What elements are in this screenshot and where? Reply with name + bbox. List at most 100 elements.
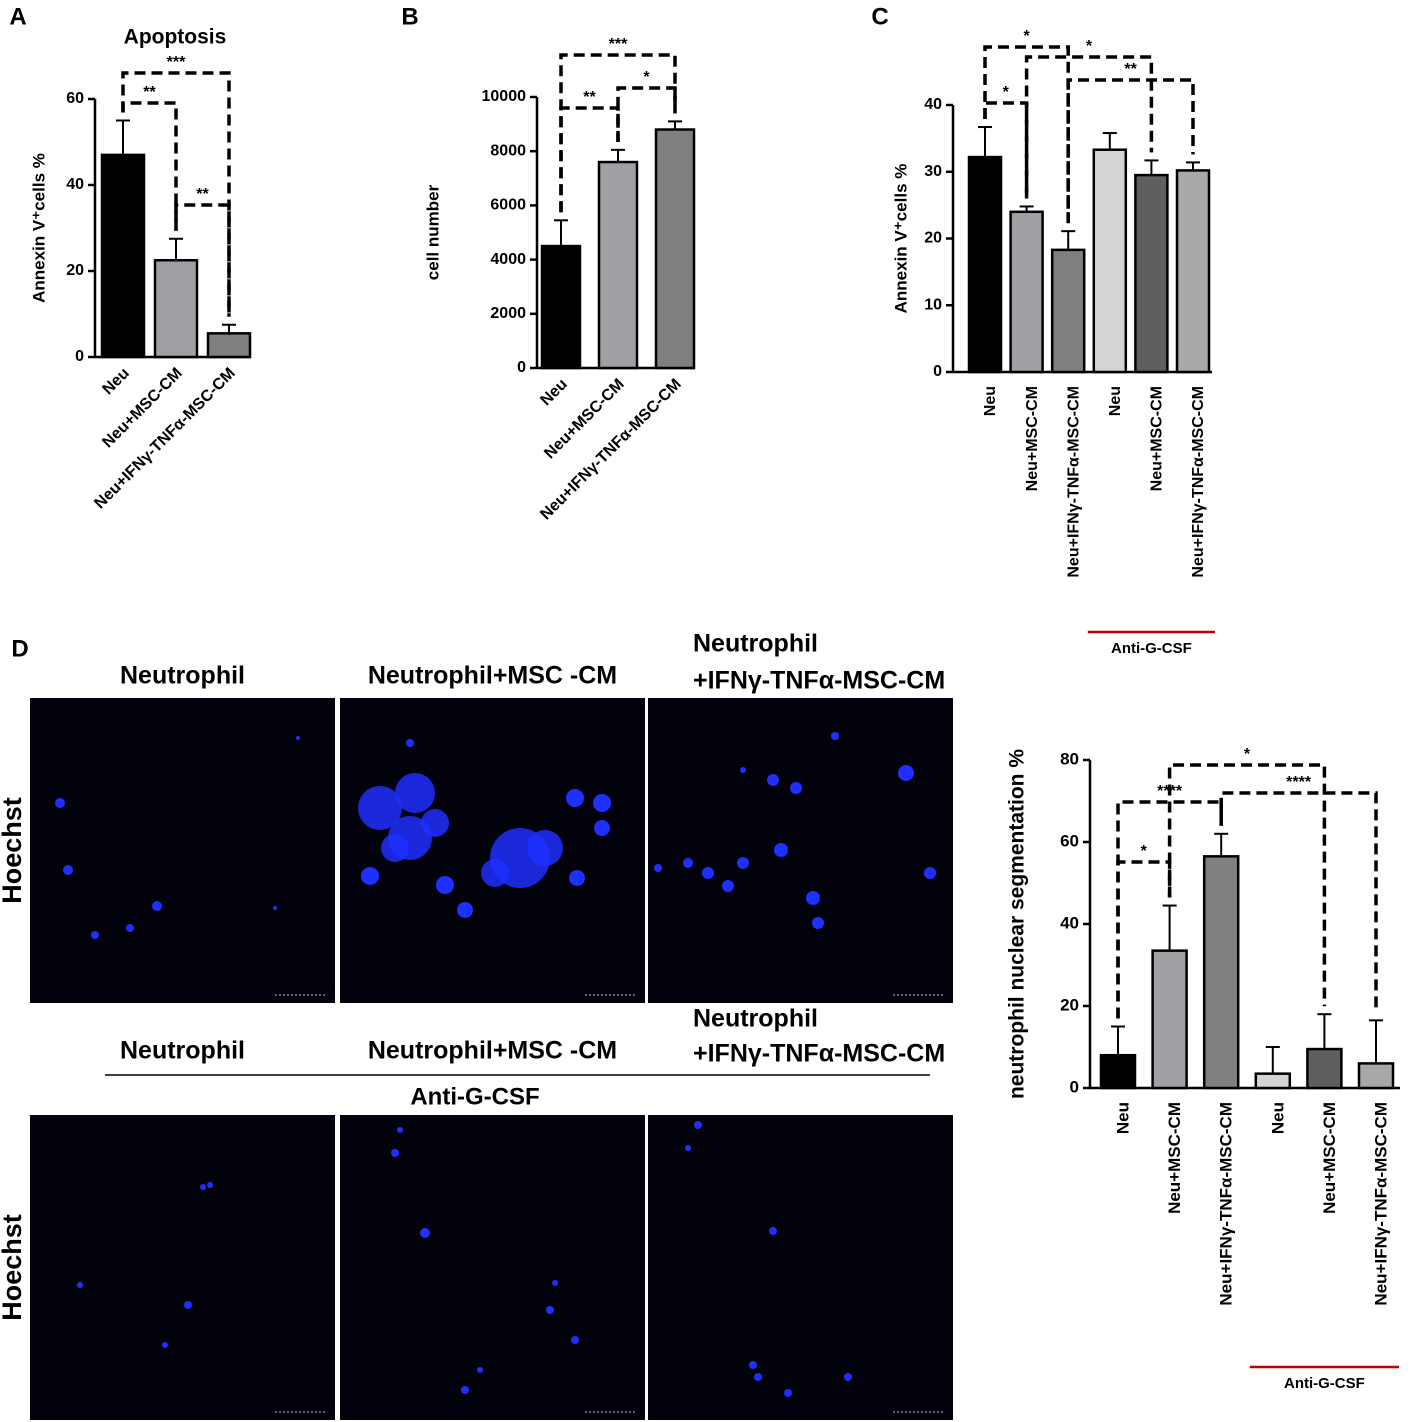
nucleus [361, 867, 379, 885]
scale-bar-label: 0 [272, 981, 277, 991]
nucleus [381, 834, 409, 862]
scale-bar-label: µm [603, 1398, 616, 1408]
bar [1202, 855, 1240, 1090]
x-tick-label: Neu [99, 365, 132, 398]
x-tick-label: Neu [1107, 386, 1124, 416]
nucleus [694, 1121, 702, 1129]
significance-bracket [174, 203, 231, 317]
x-tick-label: Neu [982, 386, 999, 416]
x-tick-label: Neu+IFNγ-TNFα-MSC-CM [1065, 386, 1082, 578]
y-axis-label: Annexin V⁺cells % [29, 153, 48, 303]
nucleus [702, 867, 714, 879]
bar [1306, 1047, 1343, 1090]
nucleus [683, 858, 693, 868]
x-tick-label: Neu+MSC-CM [1149, 386, 1166, 491]
bar [100, 153, 146, 359]
y-tick-label: 40 [66, 176, 84, 193]
nucleus [296, 736, 300, 740]
chart-title: Apoptosis [124, 26, 227, 49]
x-tick-label: Neu+IFNγ-TNFα-MSC-CM [1217, 1102, 1236, 1306]
bar [1009, 210, 1044, 374]
scale-bar-label: 0 [582, 981, 587, 991]
nucleus [790, 782, 802, 794]
significance-bracket [1219, 791, 1378, 1013]
y-axis-label: cell number [423, 184, 442, 280]
scale-bar-label: µm [293, 1398, 306, 1408]
bar [206, 332, 252, 359]
y-tick-label: 2000 [490, 305, 526, 322]
nucleus [754, 1373, 762, 1381]
column-title: +IFNγ-TNFα-MSC-CM [693, 1040, 945, 1068]
bar [153, 259, 199, 359]
nucleus [831, 732, 839, 740]
scale-bar-label: µm [293, 981, 306, 991]
micrograph [648, 698, 953, 1003]
nucleus [769, 1227, 777, 1235]
significance-bracket [1066, 78, 1195, 224]
y-tick-label: 20 [66, 262, 84, 279]
significance-bracket [121, 71, 231, 317]
nucleus [55, 798, 65, 808]
nucleus [737, 857, 749, 869]
nucleus [566, 789, 584, 807]
nucleus [391, 1149, 399, 1157]
nucleus [457, 902, 473, 918]
y-tick-label: 4000 [490, 251, 526, 268]
bar [1175, 169, 1211, 374]
column-title: Neutrophil+MSC -CM [368, 1037, 617, 1065]
y-tick-label: 0 [517, 359, 526, 376]
y-tick-label: 30 [924, 163, 942, 180]
nucleus [77, 1282, 83, 1288]
significance-bracket [121, 101, 178, 231]
significance-label: *** [167, 54, 186, 71]
nucleus [397, 1127, 403, 1133]
bar [540, 244, 582, 370]
scale-bar-label: 0 [582, 1398, 587, 1408]
significance-label: *** [609, 36, 628, 53]
treatment-label: Anti-G-CSF [410, 1083, 539, 1110]
significance-label: * [643, 69, 650, 86]
bar [654, 128, 696, 370]
x-tick-label: Neu+IFNγ-TNFα-MSC-CM [1371, 1102, 1390, 1306]
bar [597, 160, 639, 370]
bar [1050, 248, 1086, 374]
significance-label: * [1244, 746, 1251, 763]
micrograph [30, 698, 335, 1003]
y-tick-label: 6000 [490, 197, 526, 214]
micrograph [30, 1115, 335, 1420]
column-title: Neutrophil [693, 630, 818, 658]
nucleus [481, 859, 509, 887]
nucleus [569, 870, 585, 886]
scale-bar-label: 25 [630, 1398, 640, 1408]
scale-bar-label: µm [603, 981, 616, 991]
y-tick-label: 0 [933, 363, 942, 380]
panel-label: B [401, 3, 418, 30]
bar [1151, 949, 1188, 1090]
y-axis-label: neutrophil nuclear segmentation % [1006, 749, 1029, 1099]
micrograph [648, 1115, 953, 1420]
nucleus [722, 880, 734, 892]
y-tick-label: 80 [1060, 749, 1079, 768]
significance-bracket [1167, 763, 1327, 1007]
nucleus [184, 1301, 192, 1309]
scale-bar-label: 25 [320, 981, 330, 991]
x-tick-label: Neu [1268, 1102, 1287, 1134]
scale-bar-label: 0 [890, 981, 895, 991]
stain-label: Hoechst [0, 1214, 27, 1321]
column-title: Neutrophil+MSC -CM [368, 662, 617, 690]
nucleus [546, 1306, 554, 1314]
x-tick-label: Neu+MSC-CM [1165, 1102, 1184, 1214]
nucleus [740, 767, 746, 773]
significance-label: ** [1124, 61, 1137, 78]
nucleus [421, 809, 449, 837]
nucleus [395, 773, 435, 813]
nucleus [436, 876, 454, 894]
nucleus [552, 1280, 558, 1286]
nucleus [126, 924, 134, 932]
nucleus [749, 1361, 757, 1369]
significance-label: ** [143, 84, 156, 101]
bar [967, 155, 1003, 374]
panel-label: C [871, 3, 888, 30]
